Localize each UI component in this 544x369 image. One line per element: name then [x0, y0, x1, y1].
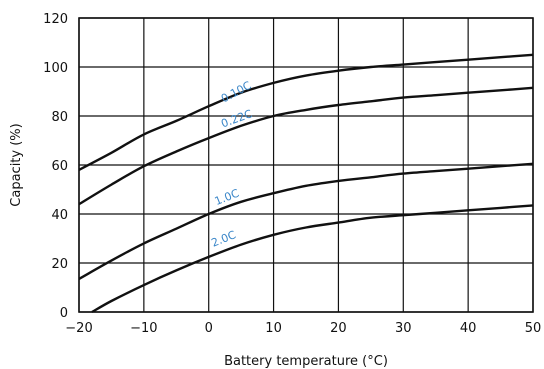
series-line-2-0C — [91, 204, 534, 314]
tick-labels: −20 −10 0 10 20 30 40 50 0 20 40 60 80 100 120 — [43, 12, 541, 336]
x-tick-label: −10 — [130, 321, 157, 336]
x-tick-label: 0 — [205, 321, 213, 336]
series-lines — [78, 53, 534, 314]
series-line-0-22C — [78, 86, 534, 206]
series-label: 0.10C — [219, 79, 254, 106]
x-tick-label: 30 — [395, 321, 412, 336]
series-line-0-10C — [78, 53, 534, 171]
x-tick-label: 20 — [330, 321, 347, 336]
y-tick-label: 20 — [51, 257, 68, 272]
y-tick-label: 100 — [43, 61, 68, 76]
series-label: 1.0C — [213, 186, 242, 208]
y-tick-label: 60 — [51, 159, 68, 174]
plot-frame — [78, 17, 534, 313]
y-axis-label: Capacity (%) — [9, 123, 24, 206]
x-tick-label: 40 — [460, 321, 477, 336]
y-tick-label: 40 — [51, 208, 68, 223]
y-tick-label: 0 — [60, 306, 68, 321]
x-axis-label: Battery temperature (°C) — [224, 354, 388, 369]
x-tick-label: 10 — [265, 321, 282, 336]
x-tick-label: −20 — [65, 321, 92, 336]
y-tick-label: 120 — [43, 12, 68, 27]
grid — [78, 17, 534, 313]
series-line-1-0C — [78, 162, 534, 280]
y-tick-label: 80 — [51, 110, 68, 125]
x-tick-label: 50 — [525, 321, 542, 336]
